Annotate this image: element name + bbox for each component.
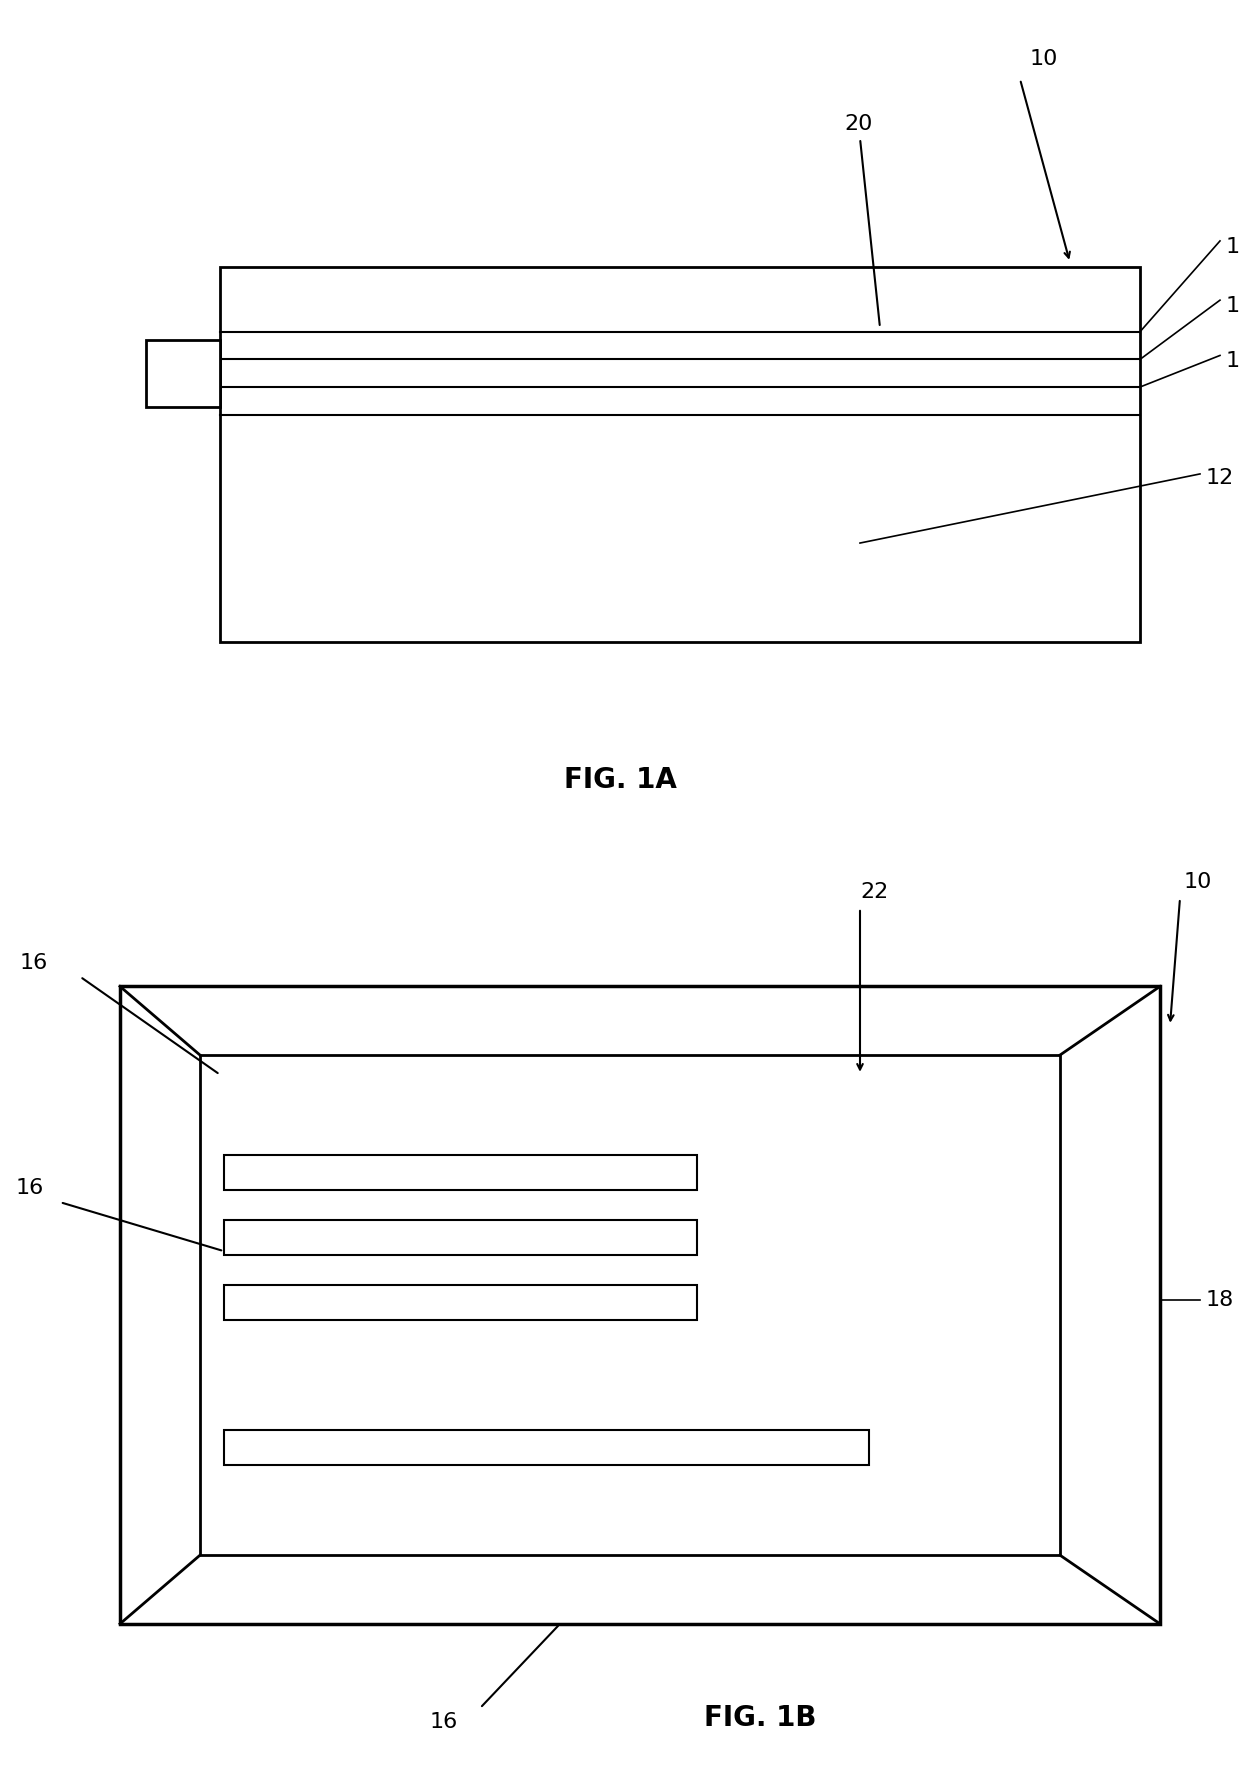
Bar bbox=[200, 1054, 1060, 1555]
Text: 22: 22 bbox=[861, 883, 888, 902]
Bar bbox=[219, 267, 1140, 642]
Text: FIG. 1A: FIG. 1A bbox=[563, 766, 677, 794]
Text: 12: 12 bbox=[1207, 467, 1234, 488]
Bar bbox=[120, 987, 1159, 1624]
Bar bbox=[224, 1284, 697, 1320]
Bar bbox=[224, 1429, 869, 1465]
Text: 16: 16 bbox=[20, 953, 48, 973]
Text: 16: 16 bbox=[1226, 295, 1240, 317]
Text: 14: 14 bbox=[1226, 352, 1240, 371]
Text: 16: 16 bbox=[430, 1712, 459, 1732]
Text: 10: 10 bbox=[1184, 872, 1213, 892]
Text: 18: 18 bbox=[1226, 237, 1240, 257]
Bar bbox=[224, 1221, 697, 1256]
Text: 18: 18 bbox=[1207, 1290, 1234, 1311]
Text: 10: 10 bbox=[1030, 50, 1059, 69]
Bar bbox=[224, 1155, 697, 1191]
Text: 16: 16 bbox=[16, 1178, 45, 1198]
Text: 20: 20 bbox=[844, 115, 873, 134]
Text: FIG. 1B: FIG. 1B bbox=[704, 1704, 816, 1732]
Bar bbox=[146, 340, 219, 407]
